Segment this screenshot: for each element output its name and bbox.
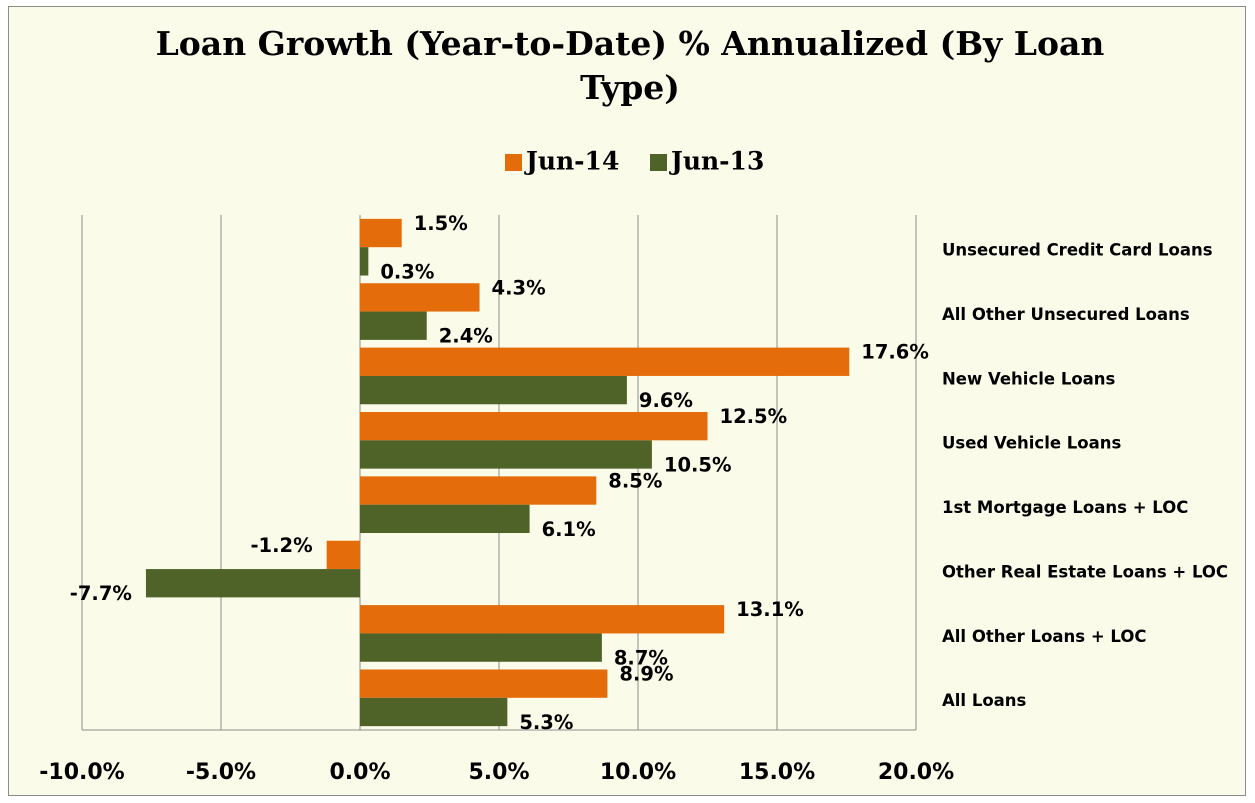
bar: [360, 375, 627, 405]
bar: [360, 218, 402, 248]
category-label: Unsecured Credit Card Loans: [942, 241, 1213, 260]
x-tick-label: 5.0%: [468, 760, 529, 785]
chart-title: Loan Growth (Year-to-Date) % Annualized …: [155, 24, 1105, 107]
data-label: 17.6%: [861, 341, 929, 364]
category-label: Used Vehicle Loans: [942, 434, 1122, 453]
legend-label: Jun-14: [524, 147, 619, 176]
bar: [360, 311, 427, 340]
category-label: Other Real Estate Loans + LOC: [942, 562, 1228, 581]
x-tick-label: 0.0%: [329, 760, 390, 785]
data-label: 2.4%: [439, 325, 493, 348]
legend-swatch: [505, 154, 522, 171]
bar: [326, 540, 360, 570]
x-tick-label: 20.0%: [878, 760, 954, 785]
data-label: 5.3%: [519, 711, 573, 734]
data-label: 6.1%: [542, 518, 596, 541]
category-label: All Other Loans + LOC: [942, 627, 1147, 646]
bar: [360, 347, 850, 376]
x-tick-label: -10.0%: [39, 760, 124, 785]
bar: [360, 504, 530, 534]
data-label: 13.1%: [736, 598, 804, 621]
bar: [360, 440, 652, 469]
bar: [360, 247, 369, 276]
x-tick-label: 10.0%: [600, 760, 676, 785]
bar: [360, 411, 708, 441]
data-label: -7.7%: [70, 582, 132, 605]
data-label: 4.3%: [492, 276, 546, 299]
x-tick-label: 15.0%: [739, 760, 815, 785]
bar: [360, 476, 597, 505]
data-label: 12.5%: [720, 405, 788, 428]
legend-label: Jun-13: [669, 147, 764, 176]
chart-frame: [8, 6, 1246, 796]
bar: [360, 633, 602, 662]
data-label: 10.5%: [664, 453, 732, 476]
bar: [360, 605, 725, 634]
category-label: All Other Unsecured Loans: [942, 305, 1190, 324]
data-label: 8.9%: [619, 663, 673, 686]
data-label: 0.3%: [380, 260, 434, 283]
data-label: -1.2%: [250, 534, 312, 557]
data-label: 8.5%: [608, 469, 662, 492]
legend-swatch: [650, 154, 667, 171]
x-tick-label: -5.0%: [186, 760, 256, 785]
data-label: 1.5%: [414, 212, 468, 235]
bar: [360, 283, 480, 312]
bar: [360, 669, 608, 698]
bar: [145, 569, 360, 598]
bar: [360, 697, 508, 727]
category-label: 1st Mortgage Loans + LOC: [942, 498, 1188, 517]
category-label: All Loans: [942, 691, 1027, 710]
data-label: 8.7%: [614, 647, 668, 670]
category-label: New Vehicle Loans: [942, 369, 1116, 388]
data-label: 9.6%: [639, 389, 693, 412]
